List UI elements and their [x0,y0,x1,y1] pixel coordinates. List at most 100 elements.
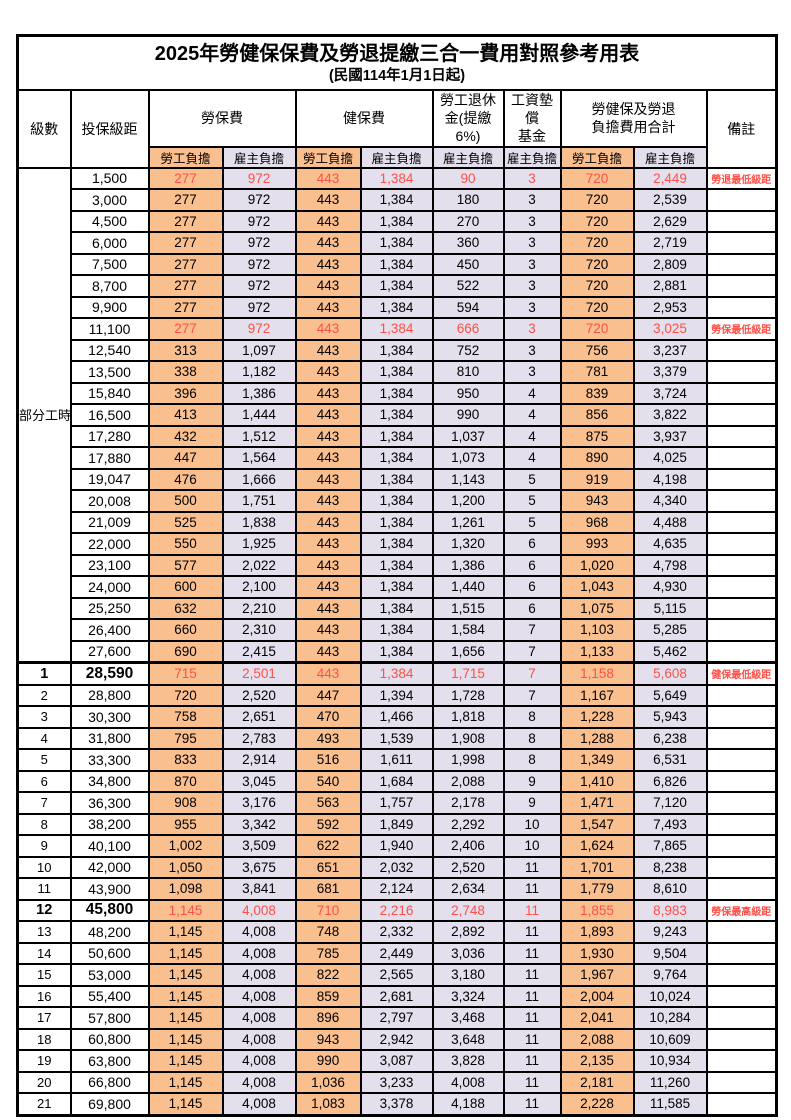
pension-employer-cell: 1,073 [431,446,505,470]
level-cell: 10 [16,855,72,880]
labor-employer-cell: 1,564 [221,446,297,470]
pension-employer-cell: 990 [431,403,505,427]
wage-fund-cell: 4 [502,381,562,406]
total-employee-cell: 1,471 [559,791,635,815]
labor-employee-cell: 908 [147,791,224,815]
pension-employer-cell: 3,468 [431,1006,505,1030]
remark-cell [705,618,778,642]
level-cell: 5 [16,748,72,772]
table-row: 1 28,590 715 2,501 443 1,384 1,715 7 1,158 5,608 健… [16,661,778,686]
labor-employee-cell: 577 [147,553,224,578]
health-employer-cell: 1,384 [359,446,434,470]
health-employer-cell: 1,384 [359,274,434,298]
health-employer-cell: 1,384 [359,403,434,427]
subheader-total-employer: 雇主負擔 [632,145,708,169]
table-row: 9 40,100 1,002 3,509 622 1,940 2,406 10 1,624 7,8… [16,834,778,858]
remark-cell [705,941,778,966]
health-employee-cell: 493 [294,726,362,751]
health-employer-cell: 1,539 [359,726,434,751]
labor-employer-cell: 2,415 [221,639,297,664]
wage-fund-cell: 11 [502,898,562,923]
total-employee-cell: 2,004 [559,984,635,1009]
labor-employee-cell: 955 [147,812,224,837]
level-cell: 18 [16,1027,72,1052]
labor-employer-cell: 972 [221,231,297,255]
total-employee-cell: 720 [559,252,635,277]
labor-employee-cell: 1,002 [147,834,224,858]
labor-employer-cell: 2,783 [221,726,297,751]
pension-employer-cell: 522 [431,274,505,298]
health-employee-cell: 622 [294,834,362,858]
total-employee-cell: 943 [559,489,635,513]
wage-fund-cell: 6 [502,596,562,621]
total-employer-cell: 4,488 [632,510,708,535]
pension-employer-cell: 1,143 [431,467,505,492]
health-employer-cell: 1,384 [359,360,434,384]
labor-employer-cell: 4,008 [221,1006,297,1030]
table-row: 6,000 277 972 443 1,384 360 3 720 2,719 [18,231,778,255]
wage-fund-cell: 11 [502,855,562,880]
remark-cell [705,467,778,492]
labor-employer-cell: 2,914 [221,748,297,772]
health-employer-cell: 1,384 [359,639,434,664]
labor-employee-cell: 277 [147,252,224,277]
remark-cell: 勞保最低級距 [705,317,778,341]
remark-cell [705,791,778,815]
total-employee-cell: 919 [559,467,635,492]
labor-employee-cell: 1,145 [147,898,224,923]
remark-cell [705,639,778,664]
labor-employer-cell: 1,666 [221,467,297,492]
total-employee-cell: 1,020 [559,553,635,578]
labor-employee-cell: 432 [147,424,224,449]
table-row: 17,280 432 1,512 443 1,384 1,037 4 875 3,937 [18,424,778,449]
remark-cell [705,596,778,621]
labor-employee-cell: 632 [147,596,224,621]
labor-employee-cell: 1,145 [147,1049,224,1073]
level-cell: 20 [16,1070,72,1095]
header-total: 勞健保及勞退 負擔費用合計 [559,89,708,148]
level-cell: 17 [16,1006,72,1030]
bracket-cell: 45,800 [69,898,150,923]
health-employer-cell: 2,124 [359,877,434,901]
table-row: 21,009 525 1,838 443 1,384 1,261 5 968 4,488 [18,510,778,535]
remark-cell [705,683,778,708]
page-subtitle: (民國114年1月1日起) [328,67,466,84]
labor-employee-cell: 690 [147,639,224,664]
total-employee-cell: 890 [559,446,635,470]
labor-employee-cell: 1,145 [147,984,224,1009]
pension-employer-cell: 450 [431,252,505,277]
pension-employer-cell: 2,178 [431,791,505,815]
total-employee-cell: 839 [559,381,635,406]
labor-employee-cell: 396 [147,381,224,406]
bracket-cell: 38,200 [69,812,150,837]
premium-reference-table: 2025年勞健保保費及勞退提繳三合一費用對照參考用表 (民國114年1月1日起)… [16,34,779,1117]
labor-employer-cell: 1,182 [221,360,297,384]
wage-fund-cell: 4 [502,446,562,470]
labor-employer-cell: 4,008 [221,1092,297,1117]
header-labor-insurance: 勞保費 [147,89,297,148]
level-cell: 12 [16,898,72,923]
total-employee-cell: 2,088 [559,1027,635,1052]
remark-cell [705,510,778,535]
remark-cell [705,1027,778,1052]
pension-employer-cell: 90 [431,166,505,191]
health-employee-cell: 443 [294,553,362,578]
table-row: 16,500 413 1,444 443 1,384 990 4 856 3,822 [18,403,778,427]
table-row: 7 36,300 908 3,176 563 1,757 2,178 9 1,471 7,120 [16,791,778,815]
labor-employee-cell: 660 [147,618,224,642]
labor-employer-cell: 972 [221,274,297,298]
bracket-cell: 11,100 [69,317,150,341]
wage-fund-cell: 3 [502,317,562,341]
total-employee-cell: 1,228 [559,705,635,729]
pension-employer-cell: 180 [431,188,505,212]
pension-employer-cell: 1,200 [431,489,505,513]
pension-employer-cell: 1,320 [431,532,505,556]
labor-employee-cell: 313 [147,338,224,363]
table-row: 13 48,200 1,145 4,008 748 2,332 2,892 11 1,893 9,… [16,920,778,944]
remark-cell [705,963,778,987]
total-employee-cell: 968 [559,510,635,535]
bracket-cell: 34,800 [69,769,150,794]
total-employee-cell: 1,930 [559,941,635,966]
health-employer-cell: 1,384 [359,188,434,212]
wage-fund-cell: 3 [502,360,562,384]
